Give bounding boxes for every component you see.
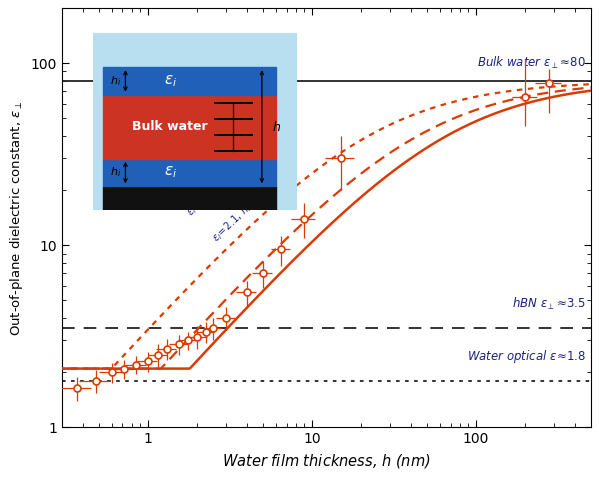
Bar <box>103 159 276 186</box>
Text: $\varepsilon_i\!=\!2.1,\,h_i\!=\!3$Å: $\varepsilon_i\!=\!2.1,\,h_i\!=\!3$Å <box>154 116 211 183</box>
Text: $\varepsilon_i\!=\!2.1,\,h_i\!=\!9$Å: $\varepsilon_i\!=\!2.1,\,h_i\!=\!9$Å <box>208 184 271 245</box>
Bar <box>103 95 276 159</box>
Y-axis label: Out-of-plane dielectric constant, $\varepsilon_{\perp}$: Out-of-plane dielectric constant, $\vare… <box>8 100 25 336</box>
Bar <box>103 186 276 210</box>
Text: $\varepsilon_i\!=\!2.1,\,h_i\!=\!6$Å: $\varepsilon_i\!=\!2.1,\,h_i\!=\!6$Å <box>182 154 242 218</box>
Text: hBN $\varepsilon_\perp\!\approx\!3.5$: hBN $\varepsilon_\perp\!\approx\!3.5$ <box>512 296 585 313</box>
X-axis label: Water film thickness, $h$ (nm): Water film thickness, $h$ (nm) <box>222 452 431 470</box>
Text: Bulk water: Bulk water <box>132 120 208 133</box>
Bar <box>103 67 276 95</box>
Text: $h_i$: $h_i$ <box>110 74 121 88</box>
Text: Water optical $\varepsilon\!\approx\!1.8$: Water optical $\varepsilon\!\approx\!1.8… <box>467 348 585 365</box>
Text: $\varepsilon_i$: $\varepsilon_i$ <box>164 73 177 89</box>
Text: $h$: $h$ <box>272 120 281 134</box>
Text: $h_i$: $h_i$ <box>110 166 121 179</box>
Text: $\varepsilon_i$: $\varepsilon_i$ <box>164 165 177 180</box>
Text: Bulk water $\varepsilon_\perp\!\approx\!80$: Bulk water $\varepsilon_\perp\!\approx\!… <box>477 55 585 71</box>
